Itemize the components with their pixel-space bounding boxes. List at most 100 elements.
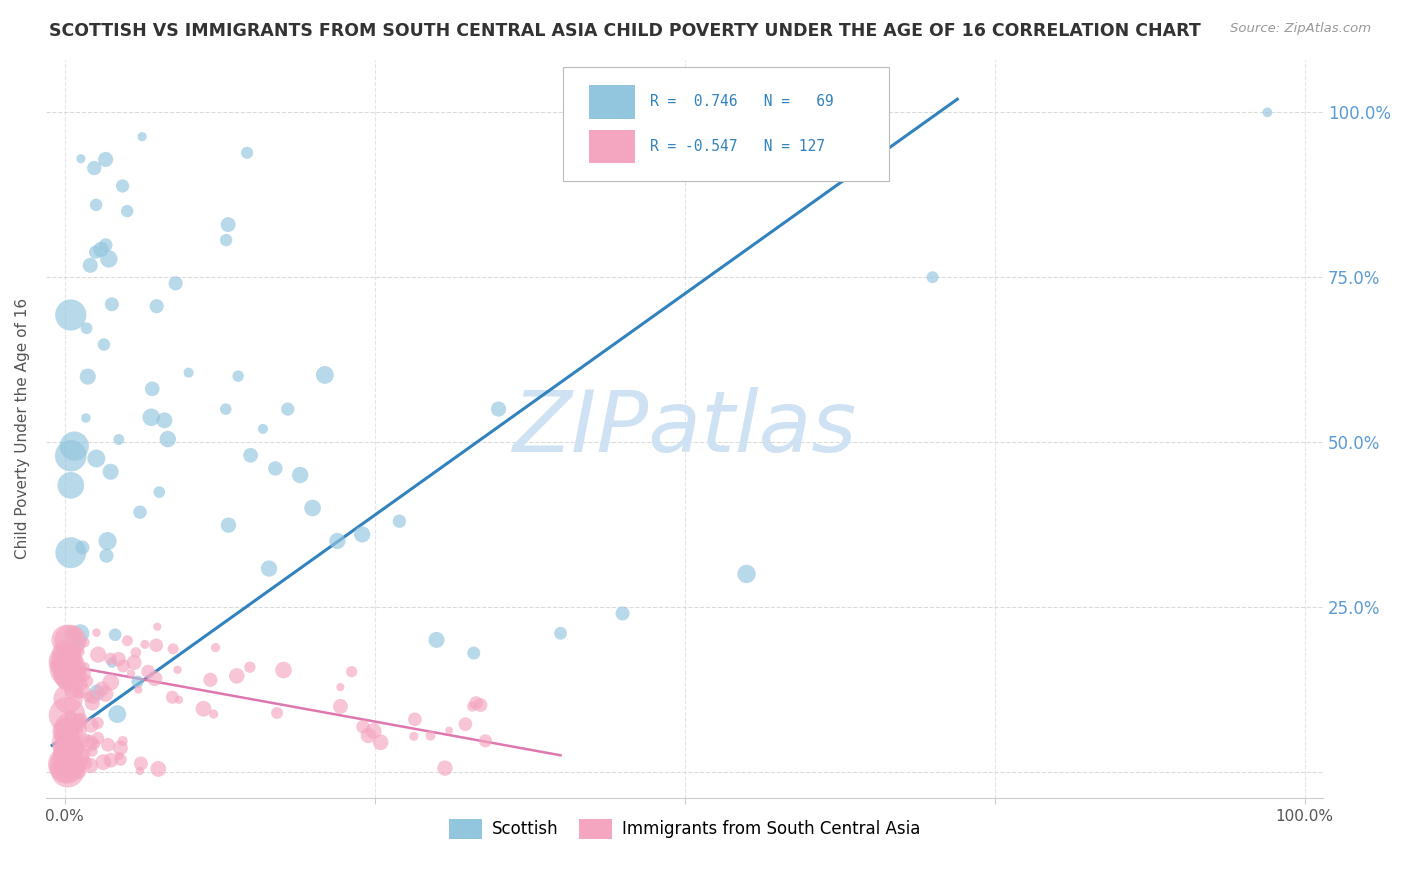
Point (60, 663, 83, 677)
Point (105, 707, 128, 722)
Point (60, 684, 83, 698)
Point (166, 663, 188, 677)
Point (921, 270, 943, 285)
Point (73, 635, 96, 649)
Point (326, 533, 349, 548)
Point (58, 724, 80, 739)
Point (143, 672, 166, 686)
Point (202, 707, 225, 722)
Point (127, 674, 149, 689)
Point (107, 433, 129, 447)
Point (110, 741, 132, 756)
Point (94, 238, 117, 252)
Point (55, 632, 77, 647)
Point (59, 754, 82, 768)
Point (56, 759, 79, 773)
Point (370, 735, 392, 749)
Point (77, 690, 100, 704)
Point (136, 665, 159, 679)
Point (131, 129, 153, 144)
Bar (589, 86, 634, 119)
Point (165, 277, 187, 291)
Point (69, 713, 91, 727)
Point (402, 729, 425, 743)
Point (59, 308, 82, 322)
Text: Source: ZipAtlas.com: Source: ZipAtlas.com (1230, 22, 1371, 36)
Point (107, 652, 129, 666)
Point (425, 632, 447, 647)
Point (128, 764, 150, 778)
Point (55, 757, 77, 772)
Point (104, 628, 127, 642)
Point (59, 722, 82, 736)
Point (76, 731, 98, 746)
Point (86, 451, 108, 466)
Point (115, 204, 138, 219)
Point (288, 468, 311, 483)
Point (488, 402, 510, 417)
Text: ZIPatlas: ZIPatlas (512, 387, 856, 470)
Point (236, 145, 259, 160)
Point (204, 640, 226, 655)
Point (433, 761, 456, 775)
Point (465, 696, 488, 710)
Point (101, 297, 124, 311)
Point (454, 717, 477, 731)
Point (69, 714, 91, 728)
Point (100, 465, 122, 479)
Text: R = -0.547   N = 127: R = -0.547 N = 127 (650, 138, 825, 153)
Point (82, 690, 104, 704)
Point (62, 626, 84, 640)
Point (145, 638, 167, 652)
Point (612, 607, 634, 621)
Point (63, 756, 86, 771)
Point (82, 744, 104, 758)
Point (56, 764, 79, 778)
Point (127, 682, 149, 697)
Point (87, 648, 110, 662)
Point (167, 693, 190, 707)
Point (463, 646, 485, 660)
Point (252, 422, 274, 436)
Point (59, 747, 82, 761)
Point (363, 724, 385, 739)
Point (148, 762, 170, 776)
Point (437, 723, 460, 738)
Point (76, 369, 98, 384)
Point (55, 724, 77, 739)
Point (145, 299, 167, 313)
Point (148, 485, 170, 500)
Point (55, 735, 77, 749)
Point (97, 738, 120, 752)
Point (141, 410, 163, 425)
Point (63, 740, 86, 755)
Point (277, 402, 299, 417)
Point (215, 402, 238, 417)
Point (59, 478, 82, 492)
Point (69, 626, 91, 640)
Point (56, 668, 79, 682)
Point (69, 645, 91, 659)
Point (225, 669, 247, 683)
Point (120, 666, 142, 681)
Point (217, 218, 239, 232)
Point (84, 245, 107, 260)
Point (55, 724, 77, 739)
Point (388, 514, 411, 528)
Point (86, 716, 108, 731)
Point (59, 751, 82, 765)
Point (72, 747, 94, 762)
Point (97, 534, 120, 549)
Point (72, 541, 94, 555)
Bar (589, 129, 634, 163)
Point (301, 501, 323, 516)
Point (86, 625, 108, 640)
Point (329, 680, 352, 694)
Point (97, 252, 120, 266)
Point (67, 686, 90, 700)
Point (67, 685, 90, 699)
Point (146, 620, 169, 634)
Point (55, 655, 77, 669)
Point (56, 708, 79, 723)
Point (93, 755, 115, 769)
